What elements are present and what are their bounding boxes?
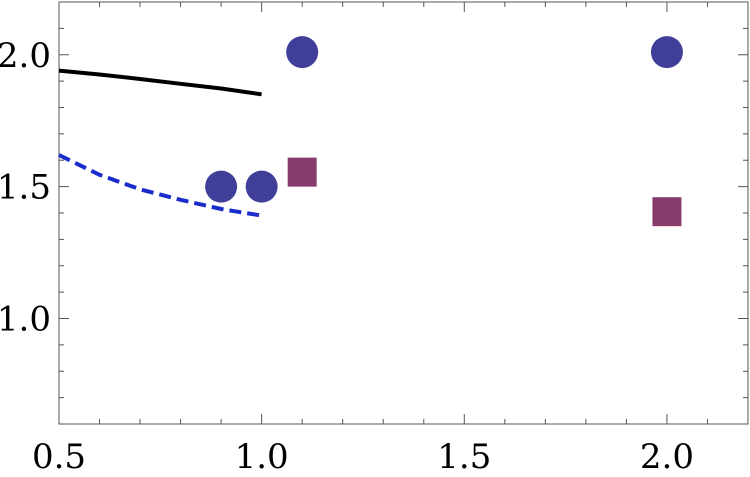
- circle-point: [205, 170, 238, 203]
- dashed-curve: [58, 153, 262, 218]
- solid-curve: [58, 68, 262, 97]
- circle-point: [245, 170, 278, 203]
- circle-point: [650, 36, 683, 69]
- plot-border: [58, 1, 749, 425]
- y-tick-label: 1.5: [0, 168, 51, 208]
- y-tick-label: 2.0: [0, 36, 51, 76]
- x-tick-label: 2.0: [640, 437, 694, 477]
- square-point: [287, 157, 317, 187]
- circle-point: [286, 36, 319, 69]
- x-tick-label: 1.0: [235, 437, 289, 477]
- axis-ticks: [58, 1, 749, 424]
- y-tick-label: 1.0: [0, 300, 51, 340]
- data-series: [58, 36, 683, 227]
- x-tick-label: 0.5: [32, 437, 86, 477]
- plot-frame: [58, 1, 749, 425]
- axis-tick-labels: 0.5 1.0 1.5 2.0 1.0 1.5 2.0: [0, 36, 694, 477]
- square-point: [652, 197, 682, 227]
- x-tick-label: 1.5: [437, 437, 491, 477]
